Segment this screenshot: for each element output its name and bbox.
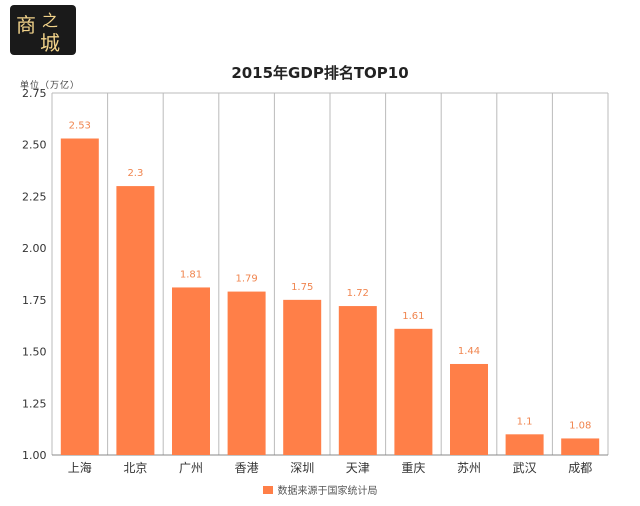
- x-tick-label: 武汉: [513, 461, 537, 475]
- data-label: 1.44: [458, 346, 480, 357]
- data-label: 1.79: [235, 274, 257, 285]
- x-tick-label: 苏州: [457, 461, 481, 475]
- y-tick-label: 1.50: [22, 346, 47, 359]
- y-tick-label: 1.00: [22, 449, 47, 462]
- data-label: 1.81: [180, 269, 202, 280]
- y-tick-label: 2.50: [22, 139, 47, 152]
- bar: [450, 363, 488, 455]
- bar: [116, 186, 155, 456]
- data-label: 1.72: [347, 288, 369, 299]
- x-tick-label: 深圳: [290, 461, 314, 475]
- y-tick-label: 1.25: [22, 397, 47, 410]
- y-tick-label: 2.00: [22, 242, 47, 255]
- data-label: 2.53: [69, 121, 91, 132]
- bar: [394, 328, 433, 455]
- bar: [227, 291, 266, 455]
- data-label: 2.3: [127, 168, 143, 179]
- legend-label: 数据来源于国家统计局: [277, 486, 378, 497]
- y-axis-unit-label: 单位（万亿）: [20, 81, 81, 91]
- legend-swatch: [262, 486, 273, 494]
- x-tick-label: 北京: [123, 461, 147, 475]
- logo-glyph: 城: [40, 31, 60, 55]
- x-tick-label: 上海: [68, 460, 92, 475]
- bar: [60, 138, 99, 455]
- data-label: 1.08: [569, 420, 591, 431]
- bar: [338, 306, 377, 455]
- chart-title: 2015年GDP排名TOP10: [231, 64, 409, 82]
- data-label: 1.1: [517, 416, 533, 427]
- x-tick-label: 成都: [568, 461, 592, 475]
- bar: [172, 287, 210, 455]
- brand-logo: 商 之 城: [10, 5, 76, 55]
- x-tick-label: 天津: [346, 461, 370, 475]
- y-tick-label: 1.75: [22, 294, 47, 307]
- bar: [561, 438, 600, 455]
- x-tick-label: 重庆: [401, 461, 425, 475]
- x-tick-label: 广州: [179, 461, 203, 475]
- logo-glyph: 商: [16, 13, 36, 37]
- bar: [505, 434, 544, 455]
- y-tick-label: 2.25: [22, 190, 47, 203]
- data-label: 1.75: [291, 282, 313, 293]
- y-tick-label: 2.75: [22, 87, 47, 100]
- legend: 数据来源于国家统计局: [0, 482, 640, 497]
- logo-glyph: 之: [42, 11, 58, 30]
- data-label: 1.61: [402, 311, 424, 322]
- x-tick-label: 香港: [235, 461, 259, 475]
- bar: [283, 299, 322, 455]
